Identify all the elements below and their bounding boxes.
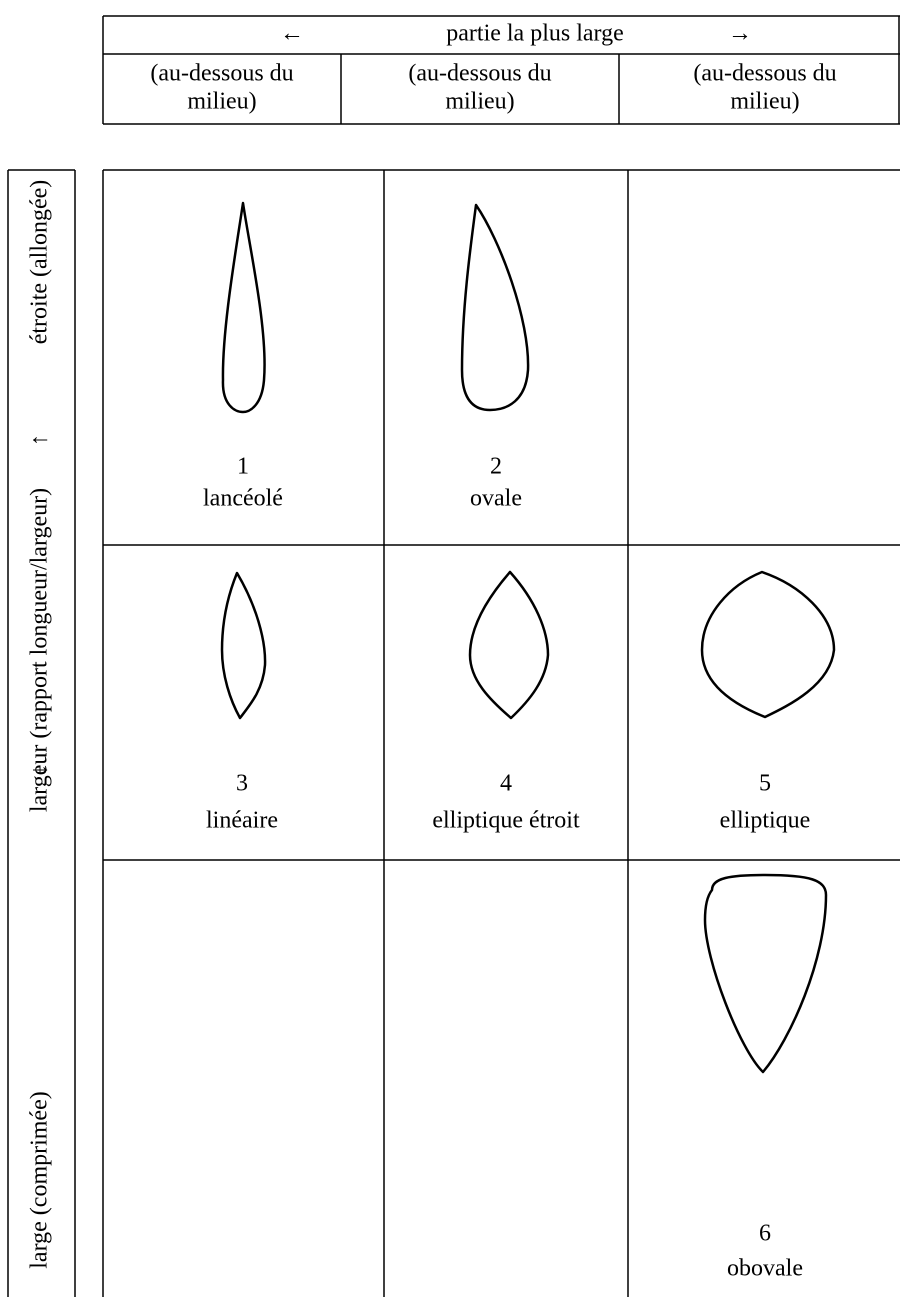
cell-name: elliptique <box>720 808 811 834</box>
cell-number: 5 <box>759 771 771 797</box>
leaf-shape <box>700 570 836 719</box>
column-label: (au-dessous du <box>150 61 293 87</box>
arrow-right: → <box>728 21 752 47</box>
arrow-left: ← <box>280 21 304 47</box>
column-label: (au-dessous du <box>408 61 551 87</box>
cell-name: linéaire <box>206 808 278 834</box>
leaf-shape <box>460 203 530 412</box>
cell-name: ovale <box>470 486 522 512</box>
cell-name: lancéolé <box>203 486 283 512</box>
cell-number: 2 <box>490 454 502 480</box>
column-label: milieu) <box>730 89 799 115</box>
leaf-shape <box>221 201 266 414</box>
cell-number: 1 <box>237 454 249 480</box>
cell-number: 3 <box>236 771 248 797</box>
leaf-shape <box>220 571 267 720</box>
header-title: partie la plus large <box>446 21 624 47</box>
column-label: milieu) <box>187 89 256 115</box>
leaf-shape <box>468 570 550 720</box>
side-label: étroite (allongée) <box>27 180 53 345</box>
grid-lines <box>7 15 900 1297</box>
leaf-shape <box>703 873 828 1074</box>
cell-name: obovale <box>727 1256 803 1282</box>
cell-number: 6 <box>759 1221 771 1247</box>
side-label: large (comprimée) <box>27 1091 53 1268</box>
cell-name: elliptique étroit <box>432 808 580 834</box>
column-label: milieu) <box>445 89 514 115</box>
cell-number: 4 <box>500 771 512 797</box>
arrow-down: ↓ <box>27 764 53 776</box>
side-label: largeur (rapport longueur/largeur) <box>27 488 53 812</box>
arrow-up: ↑ <box>27 434 53 446</box>
column-label: (au-dessous du <box>693 61 836 87</box>
